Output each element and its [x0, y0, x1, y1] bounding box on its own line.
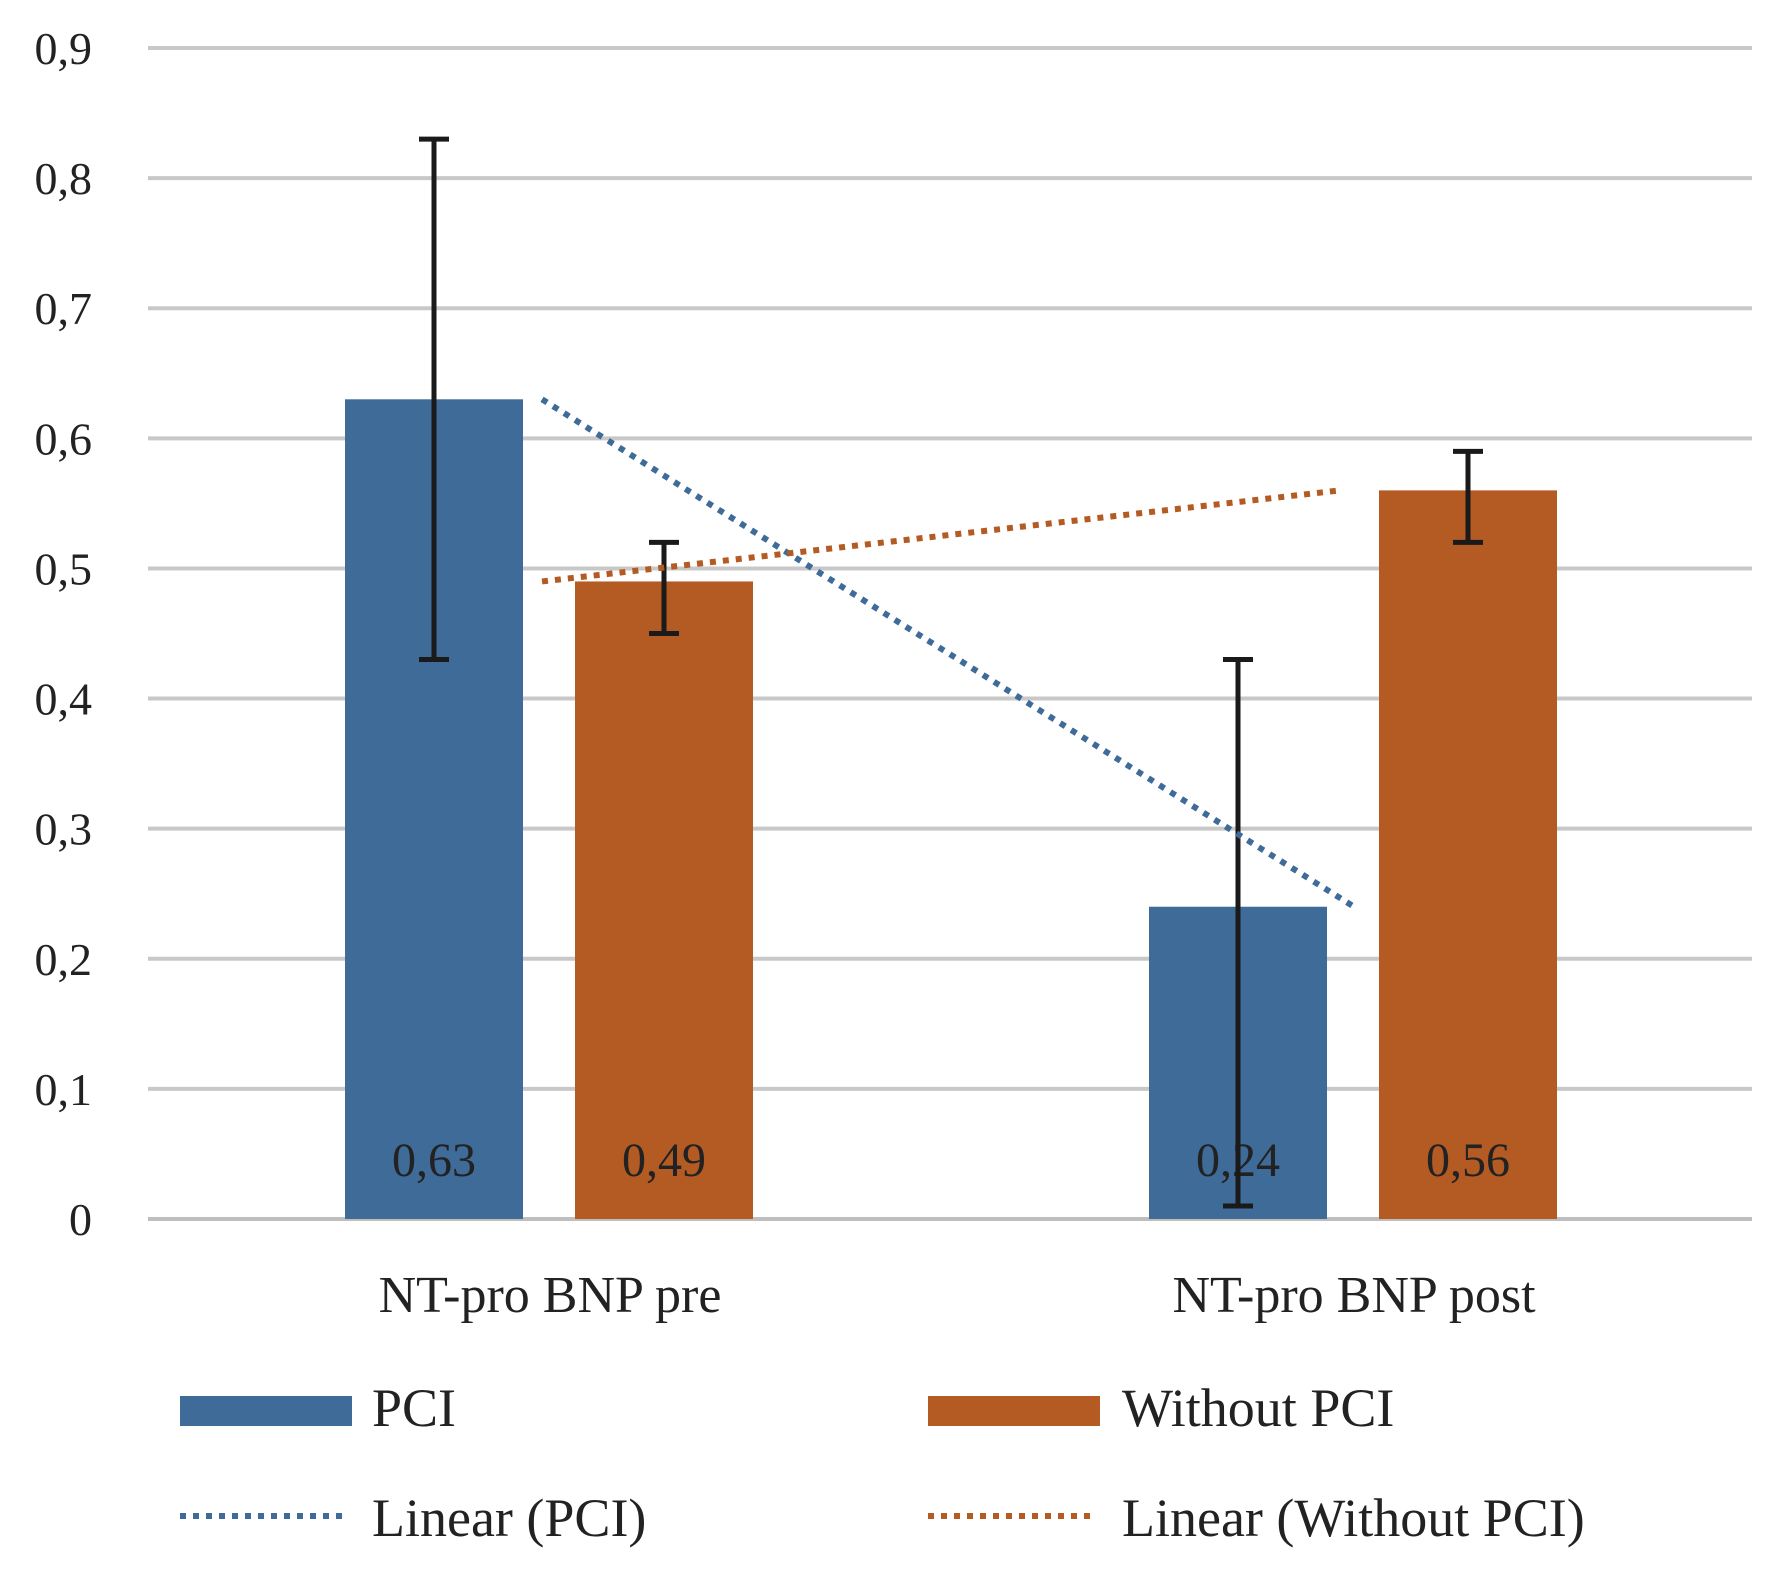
legend-label: Linear (PCI)	[372, 1488, 646, 1548]
bars	[345, 399, 1557, 1219]
y-tick-label: 0,7	[35, 283, 93, 334]
legend-label: Without PCI	[1122, 1378, 1394, 1438]
data-label: 0,49	[622, 1134, 706, 1187]
y-tick-label: 0,9	[35, 23, 93, 74]
y-tick-label: 0,1	[35, 1064, 93, 1115]
legend-swatch	[180, 1396, 352, 1426]
legend-swatch	[928, 1396, 1100, 1426]
legend-label: PCI	[372, 1378, 456, 1438]
y-tick-label: 0	[69, 1194, 92, 1245]
bar	[575, 581, 753, 1219]
error-bars	[419, 136, 1483, 1209]
y-tick-label: 0,2	[35, 934, 93, 985]
y-tick-label: 0,6	[35, 413, 93, 464]
trendline	[541, 487, 1341, 585]
y-axis-ticks: 0 0,1 0,2 0,3 0,4 0,5 0,6 0,7 0,8 0,9	[35, 23, 93, 1245]
data-label: 0,56	[1426, 1134, 1510, 1187]
bar	[1379, 490, 1557, 1219]
legend: PCI Without PCI Linear (PCI) Linear (Withou…	[180, 1378, 1585, 1548]
y-tick-label: 0,4	[35, 674, 93, 725]
trendline	[540, 396, 1356, 910]
data-label: 0,63	[392, 1134, 476, 1187]
y-tick-label: 0,8	[35, 153, 93, 204]
trendlines	[540, 396, 1356, 910]
y-tick-label: 0,5	[35, 543, 93, 594]
x-axis-categories: NT-pro BNP pre NT-pro BNP post	[379, 1267, 1536, 1324]
x-category-label: NT-pro BNP post	[1172, 1267, 1536, 1324]
y-tick-label: 0,3	[35, 804, 93, 855]
legend-label: Linear (Without PCI)	[1122, 1488, 1585, 1548]
x-category-label: NT-pro BNP pre	[379, 1267, 722, 1324]
data-labels: 0,63 0,240,49 0,56	[392, 1134, 1510, 1187]
